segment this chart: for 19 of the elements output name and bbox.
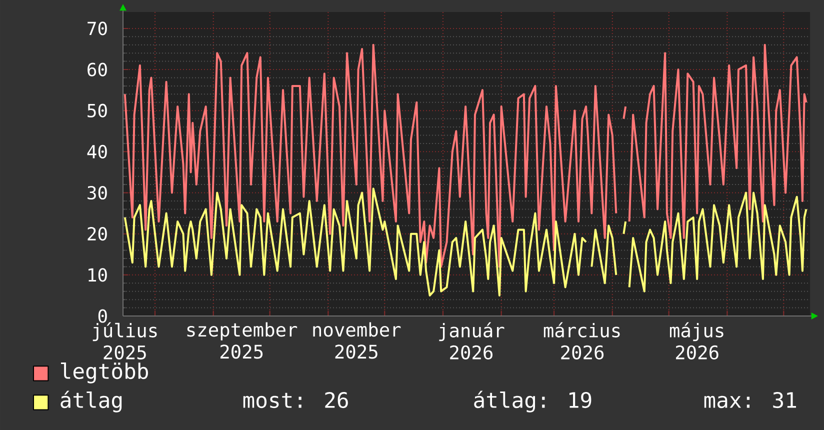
y-tick-label: 10 — [88, 268, 107, 282]
y-tick-label: 30 — [88, 186, 107, 200]
x-tick-label: március 2026 — [544, 322, 620, 360]
y-tick-label: 70 — [88, 22, 107, 36]
legend-label: átlag — [60, 390, 122, 412]
y-tick-label: 20 — [88, 227, 107, 241]
x-tick-label: november 2025 — [313, 322, 401, 359]
y-tick-label: 40 — [87, 144, 107, 158]
text: átlag: 19 — [474, 390, 592, 412]
y-tick-label: 60 — [88, 62, 107, 76]
x-tick-label: július 2025 — [92, 322, 157, 360]
legend-label: legtöbb — [61, 362, 148, 384]
x-tick-label: szeptember 2025 — [187, 322, 298, 359]
x-tick-label: május 2026 — [670, 322, 724, 360]
x-tick-label: január 2026 — [439, 322, 504, 360]
y-tick-label: 0 — [98, 309, 107, 323]
text: most: 26 — [243, 392, 348, 408]
text: max: 31 — [704, 392, 796, 408]
y-tick-label: 50 — [88, 104, 107, 118]
